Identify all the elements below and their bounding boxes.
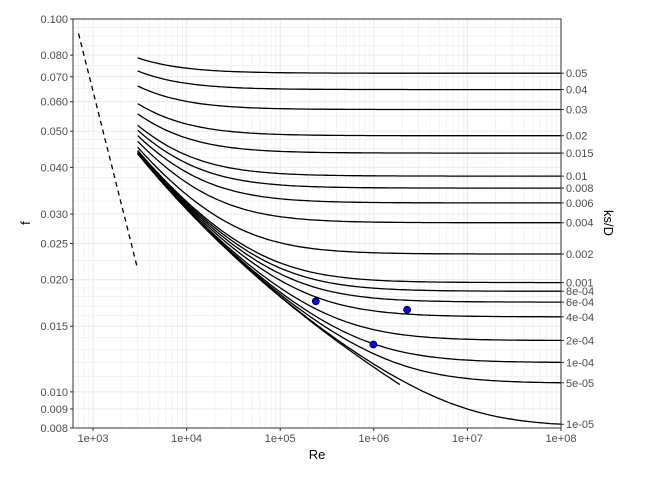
roughness-label: 0.006 [566,198,594,210]
x-tick-label: 1e+07 [452,433,483,445]
grid [73,18,562,429]
right-axis-title: ks/D [601,210,616,236]
roughness-curve [137,146,561,255]
roughness-curve [137,103,561,137]
roughness-curve [137,151,561,303]
points [311,297,412,349]
y-tick-label: 0.025 [40,238,68,250]
roughness-curve [137,113,561,154]
axes: 1e+03 1e+04 1e+05 1e+06 1e+07 1e+08 0.100 0.080… [40,14,594,445]
y-tick-label: 0.015 [40,321,68,333]
roughness-label: 0.001 [566,278,594,290]
roughness-label: 0.05 [566,68,587,80]
smooth-pipe-line [137,153,401,386]
roughness-label: 1e-04 [566,357,594,369]
roughness-label: 5e-05 [566,378,594,390]
roughness-label: 0.004 [566,218,594,230]
roughness-label: 6e-04 [566,297,594,309]
y-tick-label: 0.070 [40,72,68,84]
roughness-label: 8e-04 [566,286,594,298]
y-tick-label: 0.009 [40,404,68,416]
data-point [403,305,412,314]
y-tick-label: 0.040 [40,162,68,174]
roughness-curve [137,150,561,292]
roughness-curve [137,152,562,364]
roughness-label: 0.01 [566,171,587,183]
y-tick-label: 0.100 [40,14,68,26]
x-tick-label: 1e+04 [171,433,202,445]
roughness-label: 0.02 [566,131,587,143]
roughness-label: 1e-05 [566,419,594,431]
x-axis-title: Re [309,447,326,462]
panel-border [72,18,562,429]
roughness-curve [137,70,561,91]
roughness-label: 0.015 [566,148,594,160]
y-axis-title: f [18,221,33,225]
x-tick-label: 1e+03 [78,433,109,445]
y-tick-label: 0.020 [40,275,68,287]
laminar-line [77,33,139,270]
data-point [369,340,378,349]
roughness-label: 0.03 [566,105,587,117]
roughness-curve [137,149,561,284]
roughness-label: 0.002 [566,249,594,261]
y-tick-label: 0.080 [40,50,68,62]
roughness-label: 0.04 [566,85,587,97]
roughness-curve [137,152,561,342]
y-tick-label: 0.060 [40,97,68,109]
data-point [311,297,320,306]
y-tick-label: 0.030 [40,209,68,221]
roughness-label: 0.008 [566,183,594,195]
y-tick-label: 0.050 [40,126,68,138]
roughness-curve [137,57,561,74]
roughness-curve [137,85,561,111]
x-tick-label: 1e+05 [265,433,296,445]
roughness-curve [137,129,561,189]
x-tick-label: 1e+08 [546,433,577,445]
y-tick-label: 0.010 [40,387,68,399]
x-tick-label: 1e+06 [358,433,389,445]
roughness-curve [137,124,561,177]
roughness-curve [137,151,561,318]
roughness-curve [137,135,561,204]
roughness-label: 4e-04 [566,312,594,324]
curves [77,33,562,425]
roughness-label: 2e-04 [566,335,594,347]
roughness-curve [137,140,561,224]
roughness-curve [137,153,562,425]
y-tick-label: 0.008 [40,423,68,435]
